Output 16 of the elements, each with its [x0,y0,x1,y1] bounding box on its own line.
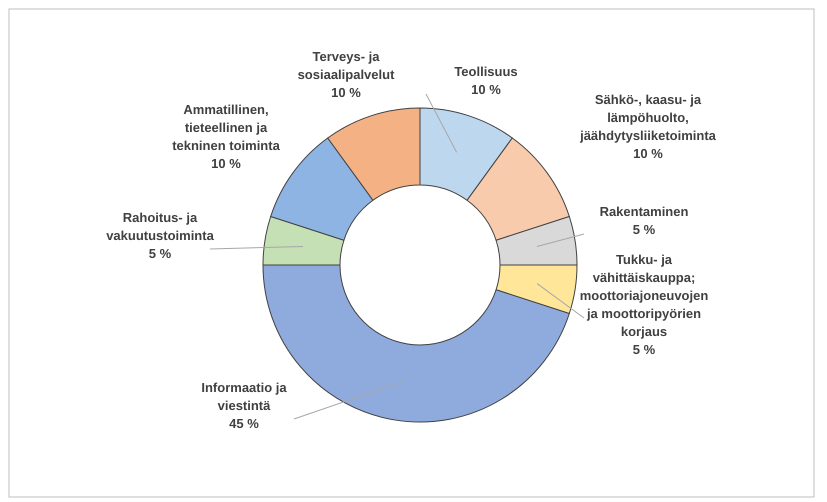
slice-label: Tukku- ja vähittäiskauppa; moottoriajoneuvojen ja moottoripyörien korjaus [580,252,708,339]
slice-label: Teollisuus [454,64,518,79]
data-label: 10 % [633,146,664,161]
data-label: 10 % [211,156,242,171]
data-label: 5 % [148,246,172,261]
slice-label: Sähkö-, kaasu- ja lämpöhuolto, jäähdytysliiketoiminta [579,92,717,143]
data-label: 5 % [632,342,656,357]
slice-label: Rakentaminen [600,204,688,219]
data-label: 5 % [632,222,656,237]
slice-label: Informaatio ja viestintä [201,380,288,413]
slice-label: Rahoitus- ja vakuutustoiminta [106,210,215,243]
data-label: 45 % [229,416,260,431]
slice-label: Ammatillinen, tieteellinen ja tekninen toiminta [172,102,281,153]
slice-label: Terveys- ja sosiaalipalvelut [298,49,396,82]
data-label: 10 % [471,82,502,97]
data-label: 10 % [331,85,362,100]
